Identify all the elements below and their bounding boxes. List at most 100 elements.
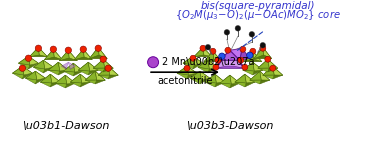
Polygon shape — [243, 62, 254, 71]
Polygon shape — [245, 74, 255, 83]
Polygon shape — [58, 62, 68, 71]
Polygon shape — [258, 68, 269, 72]
Circle shape — [100, 56, 107, 62]
Polygon shape — [50, 74, 60, 83]
Polygon shape — [268, 59, 278, 68]
Circle shape — [95, 45, 101, 51]
Polygon shape — [40, 74, 52, 83]
Circle shape — [215, 57, 221, 63]
Polygon shape — [61, 62, 68, 69]
Polygon shape — [230, 50, 244, 68]
Circle shape — [210, 48, 216, 54]
Polygon shape — [103, 68, 113, 72]
Circle shape — [190, 55, 196, 61]
Polygon shape — [28, 56, 39, 65]
Polygon shape — [53, 49, 62, 60]
Polygon shape — [64, 71, 75, 76]
Polygon shape — [198, 60, 218, 67]
Circle shape — [260, 45, 266, 51]
Polygon shape — [103, 59, 113, 68]
Polygon shape — [187, 66, 197, 75]
Polygon shape — [48, 62, 60, 71]
Polygon shape — [40, 82, 52, 87]
Polygon shape — [55, 83, 67, 88]
Polygon shape — [74, 49, 84, 60]
Polygon shape — [95, 80, 105, 84]
Polygon shape — [243, 70, 254, 75]
Polygon shape — [203, 47, 212, 57]
Polygon shape — [12, 66, 24, 75]
Circle shape — [35, 45, 42, 51]
Polygon shape — [220, 83, 231, 88]
Polygon shape — [208, 60, 218, 69]
Polygon shape — [28, 63, 39, 69]
Polygon shape — [80, 74, 90, 83]
Polygon shape — [65, 83, 75, 88]
Circle shape — [50, 46, 57, 52]
Polygon shape — [89, 47, 99, 59]
Polygon shape — [258, 59, 278, 68]
Polygon shape — [88, 62, 98, 71]
Polygon shape — [194, 47, 212, 57]
Polygon shape — [36, 78, 45, 84]
Polygon shape — [40, 74, 60, 82]
Polygon shape — [39, 47, 47, 57]
Polygon shape — [73, 63, 83, 72]
Polygon shape — [43, 60, 53, 69]
Polygon shape — [194, 47, 204, 57]
Polygon shape — [205, 74, 217, 83]
Polygon shape — [213, 51, 222, 62]
Polygon shape — [254, 47, 272, 59]
Polygon shape — [243, 62, 263, 70]
Polygon shape — [263, 66, 283, 75]
Circle shape — [200, 45, 206, 51]
Polygon shape — [183, 56, 195, 65]
Polygon shape — [253, 62, 263, 71]
Polygon shape — [177, 66, 197, 73]
Polygon shape — [50, 82, 60, 87]
Polygon shape — [64, 63, 83, 71]
Polygon shape — [187, 73, 197, 79]
Polygon shape — [12, 73, 24, 79]
Polygon shape — [33, 60, 45, 69]
FancyArrowPatch shape — [151, 69, 217, 75]
Circle shape — [249, 32, 255, 37]
Polygon shape — [193, 63, 203, 69]
Polygon shape — [273, 66, 283, 75]
Polygon shape — [220, 75, 231, 84]
Polygon shape — [55, 75, 67, 84]
Polygon shape — [235, 74, 255, 82]
Circle shape — [25, 55, 32, 61]
Polygon shape — [83, 49, 92, 60]
Polygon shape — [12, 66, 33, 73]
Polygon shape — [68, 50, 77, 61]
Polygon shape — [263, 75, 274, 79]
Polygon shape — [36, 71, 45, 80]
Polygon shape — [88, 70, 98, 75]
Circle shape — [250, 48, 256, 54]
Polygon shape — [25, 71, 37, 80]
Polygon shape — [260, 71, 270, 80]
Polygon shape — [208, 67, 218, 73]
Polygon shape — [253, 70, 263, 75]
Polygon shape — [240, 48, 250, 60]
Polygon shape — [205, 82, 217, 87]
Polygon shape — [80, 82, 90, 87]
Polygon shape — [220, 75, 240, 83]
Polygon shape — [89, 47, 107, 59]
Text: \u03b3-Dawson: \u03b3-Dawson — [186, 121, 274, 131]
Circle shape — [219, 53, 225, 59]
Polygon shape — [78, 70, 90, 75]
Circle shape — [148, 57, 159, 68]
Circle shape — [235, 26, 241, 31]
Polygon shape — [48, 62, 68, 70]
Polygon shape — [55, 75, 75, 83]
Circle shape — [247, 52, 253, 58]
Polygon shape — [25, 78, 37, 84]
Polygon shape — [250, 80, 261, 84]
Polygon shape — [108, 75, 118, 79]
Text: 2 Mn\u00b2\u207a: 2 Mn\u00b2\u207a — [162, 57, 254, 67]
Polygon shape — [48, 70, 60, 75]
Polygon shape — [33, 60, 53, 67]
Polygon shape — [85, 71, 105, 80]
